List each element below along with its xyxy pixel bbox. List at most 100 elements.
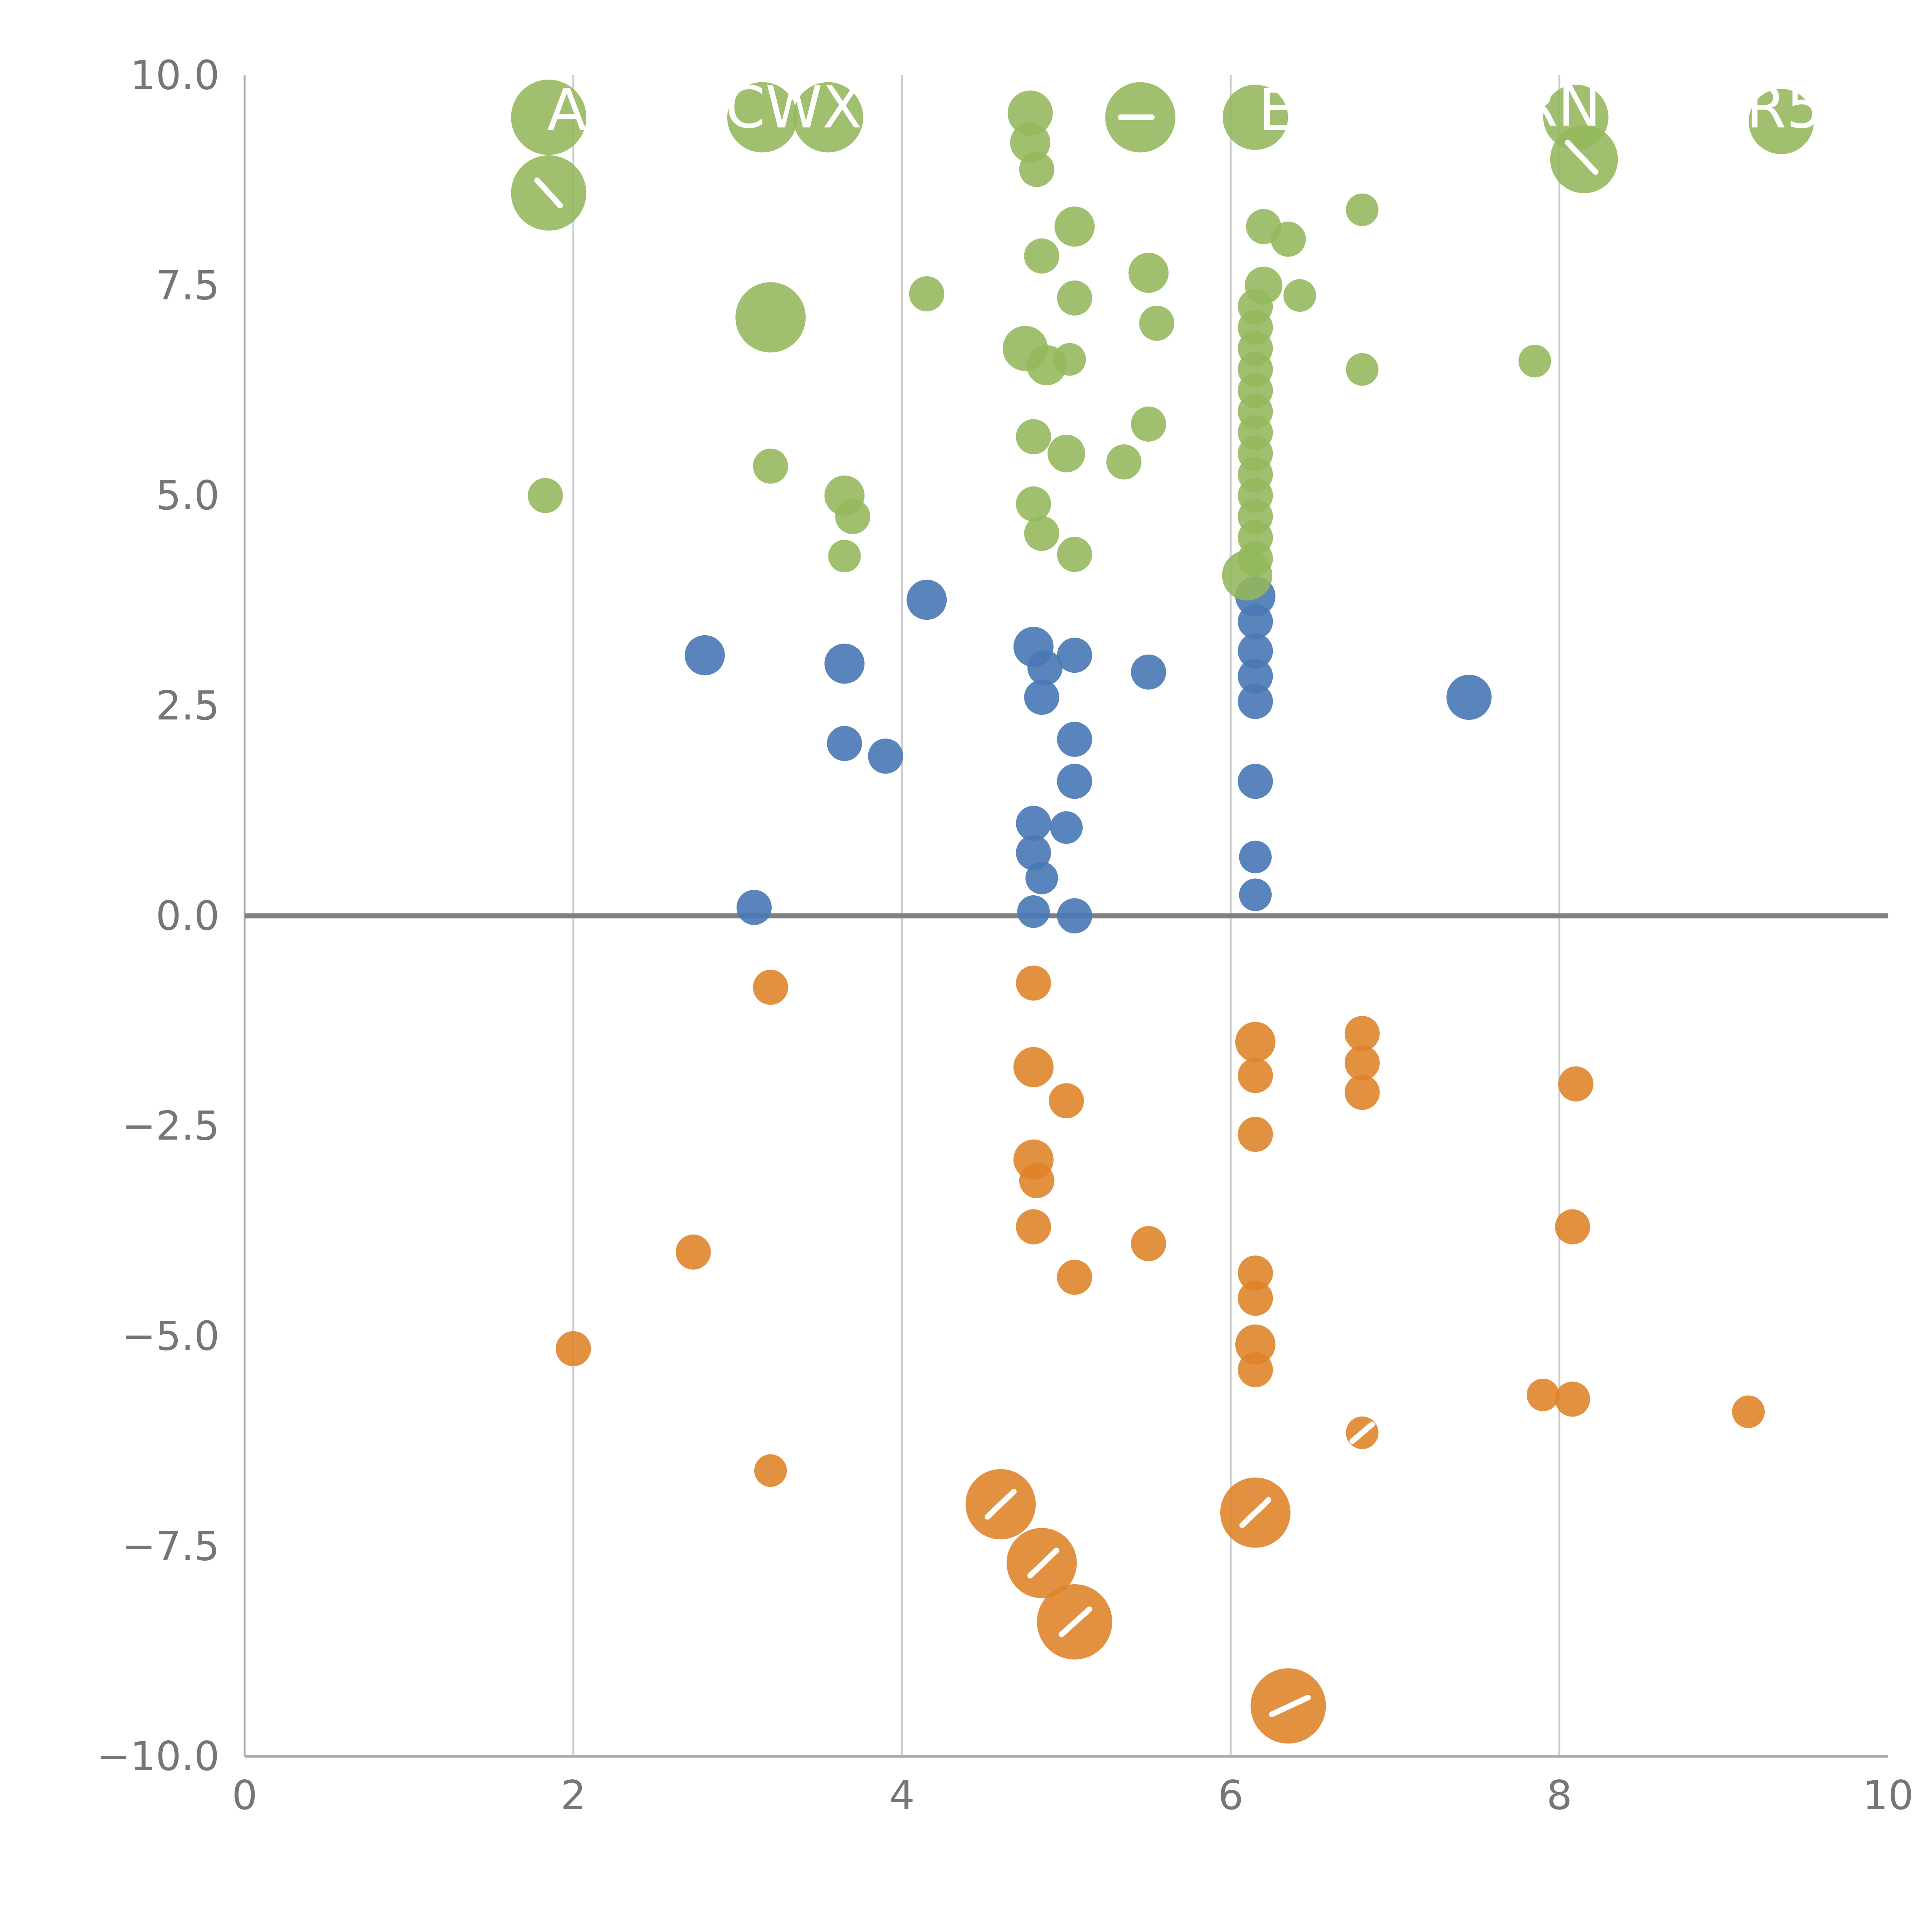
- bubble-orange: [1238, 1255, 1273, 1291]
- bubble-blue: [1446, 675, 1492, 720]
- label-fragment: [1565, 139, 1599, 175]
- bubble-blue: [1025, 862, 1058, 895]
- bubble-orange: [1016, 1209, 1051, 1245]
- bubble-orange: [556, 1331, 591, 1366]
- bubble-green: [1057, 280, 1092, 316]
- bubble-green: [511, 80, 587, 155]
- bubble-orange: [1013, 1047, 1054, 1087]
- x-tick-label: 2: [561, 1772, 586, 1819]
- bubble-blue: [1057, 764, 1092, 799]
- bubble-green: [1019, 151, 1054, 187]
- bubble-blue: [1239, 878, 1272, 911]
- bubble-orange: [1558, 1066, 1594, 1102]
- bubble-green: [1131, 406, 1166, 442]
- bubble-blue: [824, 643, 865, 684]
- bubble-green: [828, 539, 861, 573]
- bubble-orange: [1238, 1117, 1273, 1152]
- y-tick-label: −5.0: [122, 1313, 219, 1360]
- bubble-orange: [1238, 1281, 1273, 1316]
- label-fragment: [1027, 1548, 1060, 1579]
- bubble-blue: [1131, 654, 1166, 690]
- bubble-green: [753, 448, 788, 484]
- bubble-blue: [1238, 633, 1273, 669]
- bubble-green: [1748, 89, 1814, 154]
- bubble-green: [735, 282, 806, 353]
- y-tick-label: 10.0: [130, 52, 219, 99]
- bubble-orange: [1235, 1022, 1276, 1062]
- bubble-blue: [1239, 840, 1272, 874]
- bubble-blue: [827, 726, 862, 761]
- label-fragment: [1239, 1497, 1272, 1528]
- x-tick-label: 6: [1218, 1772, 1243, 1819]
- bubble-green: [1054, 206, 1095, 247]
- bubble-label: CWX: [725, 74, 862, 141]
- bubble-blue: [868, 738, 903, 774]
- bubble-orange: [1344, 1075, 1380, 1110]
- bubble-blue: [1016, 835, 1051, 871]
- y-tick-label: −7.5: [122, 1523, 219, 1570]
- bubble-green: [1024, 515, 1060, 551]
- bubble-blue: [1238, 684, 1273, 719]
- bubble-orange: [1344, 1045, 1380, 1081]
- bubble-blue: [1238, 658, 1273, 694]
- bubble-green: [1057, 537, 1092, 572]
- bubble-label: R5: [1746, 74, 1823, 141]
- bubble-blue: [1057, 721, 1092, 757]
- x-tick-label: 10: [1862, 1772, 1913, 1819]
- bubble-orange: [1235, 1324, 1276, 1365]
- y-tick-label: −10.0: [97, 1733, 219, 1780]
- bubble-green: [1106, 444, 1142, 480]
- bubble-orange: [1555, 1209, 1590, 1245]
- bubble-green: [1128, 253, 1169, 293]
- bubble-orange: [1049, 1083, 1084, 1119]
- y-tick-label: 2.5: [156, 682, 219, 729]
- bubble-label: RN: [1518, 72, 1601, 139]
- bubble-green: [1346, 353, 1379, 386]
- bubble-blue: [1017, 895, 1050, 928]
- bubble-green: [1518, 345, 1551, 378]
- bubble-green: [1222, 550, 1272, 601]
- bubble-orange: [1131, 1226, 1166, 1261]
- bubble-green: [528, 478, 563, 513]
- bubble-green: [1270, 221, 1306, 257]
- label-fragment: [534, 177, 563, 209]
- bubble-blue: [1027, 650, 1063, 685]
- label-fragment: [985, 1488, 1017, 1520]
- bubble-orange: [1732, 1395, 1765, 1428]
- bubble-green: [1223, 85, 1288, 150]
- bubble-label: E: [1259, 77, 1295, 144]
- x-tick-label: 0: [232, 1772, 257, 1819]
- bubble-orange: [1019, 1163, 1054, 1198]
- bubble-green: [909, 276, 944, 311]
- x-tick-label: 8: [1547, 1772, 1572, 1819]
- label-fragment: [1058, 1606, 1092, 1638]
- bubble-green: [1024, 238, 1060, 274]
- y-tick-label: 0.0: [156, 893, 219, 939]
- bubble-green: [1048, 435, 1085, 473]
- y-tick-label: −2.5: [122, 1103, 219, 1150]
- bubble-blue: [685, 635, 725, 675]
- bubble-green: [1016, 419, 1051, 454]
- label-fragment: [1349, 1421, 1375, 1444]
- bubble-orange: [1057, 1260, 1092, 1295]
- bubble-label: A: [547, 77, 587, 144]
- bubble-blue: [1057, 638, 1092, 673]
- bubble-green: [1016, 486, 1051, 522]
- bubble-orange: [1016, 965, 1051, 1001]
- bubble-orange: [753, 969, 788, 1005]
- bubble-green: [727, 82, 798, 153]
- bubble-orange: [754, 1454, 787, 1487]
- y-tick-label: 5.0: [156, 472, 219, 519]
- bubble-blue: [1057, 898, 1092, 934]
- bubble-blue: [736, 889, 772, 925]
- bubble-orange: [1526, 1378, 1560, 1412]
- bubble-green: [835, 499, 871, 534]
- bubble-blue: [1238, 604, 1273, 639]
- bubble-blue: [1024, 680, 1060, 715]
- bubble-green: [1007, 90, 1053, 136]
- bubble-orange: [1344, 1016, 1380, 1051]
- bubble-green: [1346, 193, 1379, 226]
